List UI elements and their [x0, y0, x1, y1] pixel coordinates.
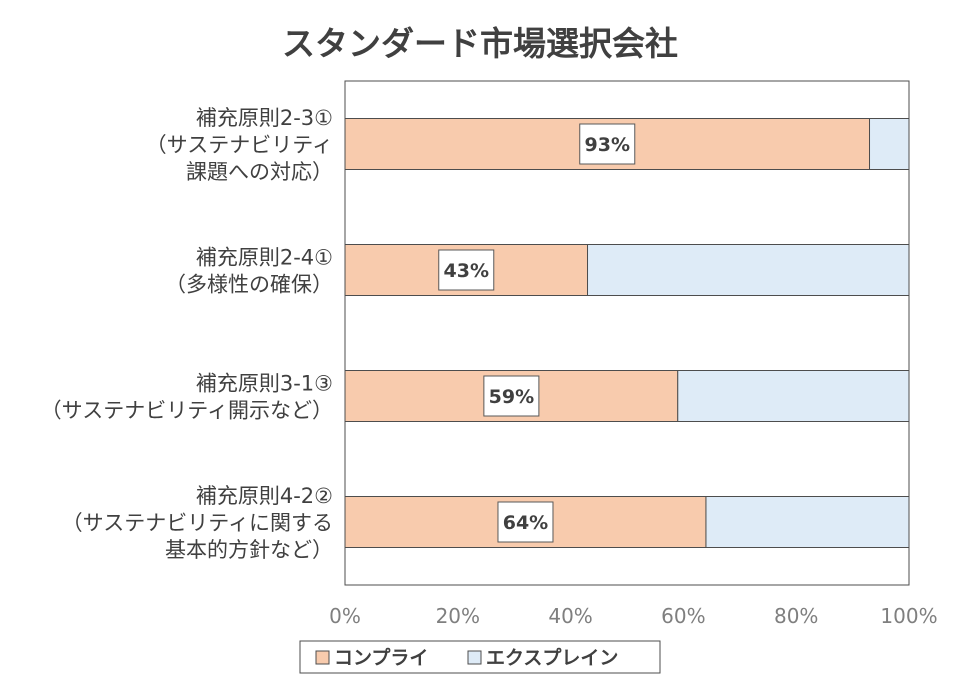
category-label-2-line-1: 補充原則2-4①: [196, 246, 333, 270]
x-tick-label-1: 0%: [329, 604, 361, 628]
bar-segment-explain-2: [587, 244, 910, 296]
category-label-1-line-3: 課題への対応）: [186, 160, 333, 184]
category-label-4-line-2: （サステナビリティに関する: [62, 511, 333, 535]
chart-title: スタンダード市場選択会社: [282, 24, 678, 63]
legend: コンプライ エクスプレイン: [299, 640, 661, 674]
data-label-box-4: [497, 501, 554, 543]
legend-label-comply: コンプライ: [334, 646, 428, 669]
legend-swatch-explain: [467, 650, 482, 665]
x-tick-label-6: 100%: [880, 604, 937, 628]
plot-area-frame: [344, 80, 910, 586]
category-label-4-line-1: 補充原則4-2②: [196, 484, 333, 508]
bar-segment-explain-1: [869, 118, 910, 170]
category-label-1-line-2: （サステナビリティ: [146, 133, 333, 157]
data-label-1: 93%: [585, 134, 630, 156]
category-label-3-line-2: （サステナビリティ開示など）: [41, 399, 333, 423]
data-label-4: 64%: [503, 512, 548, 534]
legend-swatch-comply: [315, 650, 330, 665]
data-label-2: 43%: [444, 260, 489, 282]
category-label-3-line-1: 補充原則3-1③: [196, 372, 333, 396]
x-tick-label-5: 80%: [774, 604, 818, 628]
category-label-4-line-3: 基本的方針など）: [165, 538, 333, 562]
category-label-1-line-1: 補充原則2-3①: [196, 106, 333, 130]
bar-segment-explain-4: [705, 496, 910, 548]
x-tick-label-2: 20%: [436, 604, 480, 628]
data-label-box-3: [483, 375, 540, 417]
data-label-3: 59%: [489, 386, 534, 408]
x-tick-label-4: 60%: [661, 604, 705, 628]
legend-label-explain: エクスプレイン: [486, 646, 618, 669]
category-label-2-line-2: （多様性の確保）: [165, 273, 333, 297]
data-label-box-2: [438, 249, 495, 291]
bar-segment-explain-3: [677, 370, 910, 422]
x-tick-label-3: 40%: [548, 604, 592, 628]
data-label-box-1: [579, 123, 636, 165]
